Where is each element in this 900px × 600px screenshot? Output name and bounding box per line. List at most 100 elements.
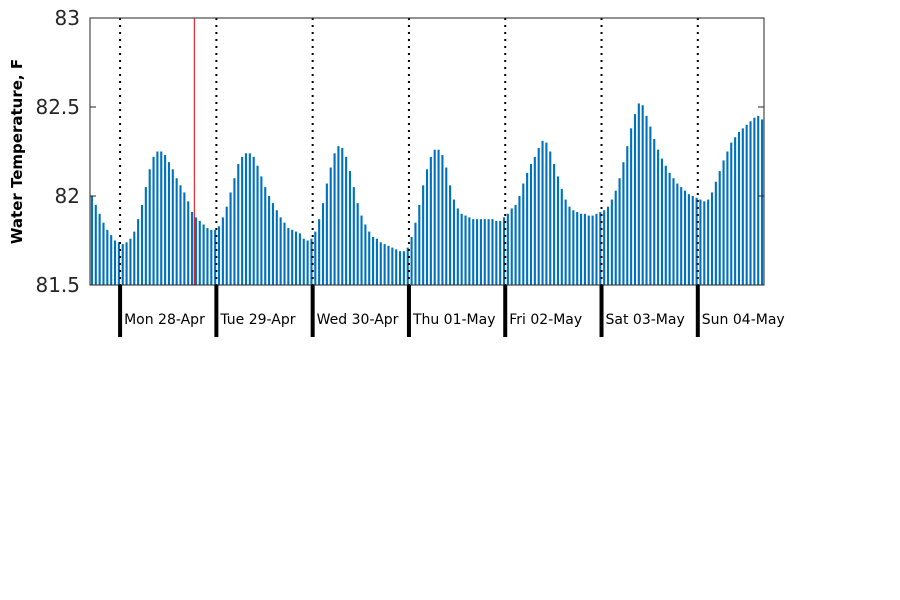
bar	[360, 215, 363, 285]
bar	[622, 162, 625, 285]
bar	[352, 187, 355, 285]
bar	[641, 105, 644, 285]
bar	[156, 151, 159, 285]
y-tick-label: 82	[55, 184, 80, 208]
bar	[160, 151, 163, 285]
bar	[387, 245, 390, 285]
bar	[491, 219, 494, 285]
bar	[703, 201, 706, 285]
bar	[580, 213, 583, 285]
bar	[113, 240, 117, 285]
bar	[406, 247, 409, 285]
bar	[626, 146, 629, 285]
bar	[283, 222, 286, 285]
bar	[476, 219, 479, 285]
bar	[699, 199, 702, 285]
day-label: Sat 03-May	[606, 312, 685, 328]
bar	[256, 165, 259, 285]
bar	[741, 128, 744, 285]
day-label: Sun 04-May	[702, 312, 785, 328]
bar	[653, 139, 656, 285]
bar	[302, 238, 305, 285]
bar	[214, 229, 217, 285]
bar	[121, 244, 124, 285]
bar	[133, 231, 136, 285]
bar	[194, 217, 197, 285]
bar	[348, 171, 352, 285]
bar	[306, 240, 309, 285]
bar	[333, 153, 336, 285]
bar	[745, 124, 748, 285]
bar	[464, 215, 467, 285]
bar	[271, 203, 274, 285]
bar	[637, 103, 640, 285]
bar	[680, 187, 683, 285]
bar	[391, 247, 394, 285]
bar	[206, 228, 209, 285]
bar	[502, 217, 506, 285]
bar-series	[90, 103, 764, 286]
bar	[98, 213, 101, 285]
bar	[275, 210, 278, 285]
bar	[198, 220, 201, 285]
bar	[757, 115, 760, 286]
bar	[718, 171, 721, 285]
bar	[556, 176, 560, 285]
bar	[753, 117, 756, 286]
bar	[129, 238, 132, 285]
bar	[564, 199, 567, 285]
bar	[487, 219, 490, 285]
bar	[761, 119, 764, 286]
bar	[221, 217, 224, 285]
day-label: Tue 29-Apr	[219, 312, 295, 328]
bar	[707, 199, 710, 285]
bar	[734, 137, 737, 285]
bar	[676, 183, 679, 285]
bar	[568, 206, 571, 285]
bar	[244, 153, 248, 285]
bar	[553, 163, 556, 285]
bar	[372, 236, 375, 285]
bar	[614, 190, 617, 285]
y-axis-ticks: 81.5 82 82.5 83	[35, 6, 764, 297]
bar	[591, 215, 594, 285]
bar	[695, 197, 698, 285]
bar	[472, 219, 475, 285]
bar	[90, 196, 93, 285]
bar	[499, 220, 502, 285]
bar	[672, 178, 675, 285]
bar	[117, 242, 120, 285]
bar	[375, 238, 378, 285]
bar	[510, 208, 513, 285]
bar	[252, 156, 255, 285]
bar	[687, 194, 690, 285]
bar	[225, 206, 228, 285]
bar	[506, 213, 509, 285]
bar	[726, 151, 729, 285]
bar	[102, 222, 105, 285]
bar	[241, 156, 244, 285]
bar	[125, 242, 128, 285]
bar	[268, 196, 271, 285]
bar	[460, 213, 463, 285]
day-separator-lines	[119, 18, 699, 285]
bar	[610, 199, 613, 285]
day-label: Thu 01-May	[412, 312, 496, 328]
bar	[630, 128, 633, 285]
bar	[94, 204, 97, 285]
bar	[171, 169, 174, 285]
bar	[140, 204, 144, 285]
bar	[606, 206, 610, 285]
bar	[167, 162, 171, 285]
bar	[518, 196, 521, 285]
bar	[248, 153, 251, 285]
bar	[402, 251, 405, 285]
bar	[260, 176, 263, 285]
bar	[164, 155, 167, 285]
bar	[395, 249, 398, 285]
bar	[318, 219, 321, 285]
bar	[356, 203, 359, 285]
bar	[383, 244, 386, 285]
bar	[657, 149, 660, 285]
bar	[749, 121, 752, 286]
